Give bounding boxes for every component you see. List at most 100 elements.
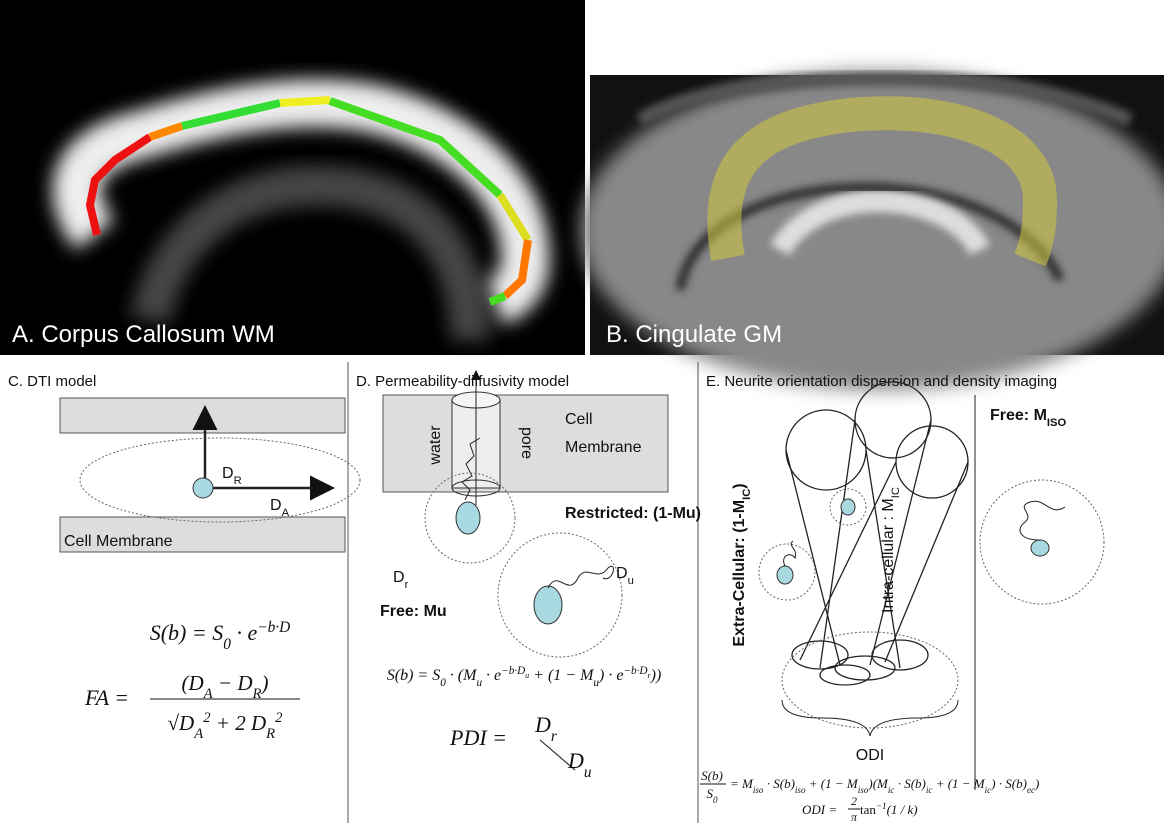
label-sub: IC — [890, 487, 902, 498]
eq-part: + (1 − M — [806, 776, 859, 791]
symbol-main: D — [222, 465, 234, 482]
eq-part: ) · e — [598, 667, 623, 684]
eq-part: + 2 D — [211, 711, 267, 735]
eq-part: 0 — [713, 795, 718, 805]
eq-part: iso — [858, 785, 869, 795]
panel-c: C. DTI model DR DA Cell Membrane S(b) = … — [8, 373, 360, 742]
panel-d: D. Permeability-diffusivity model water … — [356, 372, 701, 781]
equation: Dr — [534, 712, 558, 745]
eq-part: iso — [753, 785, 764, 795]
symbol: DR — [222, 465, 242, 487]
equation: tan−1(1 / k) — [860, 801, 918, 817]
cone-top — [855, 382, 931, 458]
panel-label: B. Cingulate GM — [606, 321, 782, 348]
panel-b: B. Cingulate GM — [580, 70, 1164, 390]
eq-part: D — [567, 748, 584, 773]
eq-part: −1 — [876, 801, 887, 811]
cone-side — [786, 420, 968, 668]
eq-part: S(b) = S — [387, 667, 440, 684]
compartment-label: Restricted: (1-Mu) — [565, 505, 701, 522]
eq-part: √ — [168, 711, 180, 735]
eq-part: −b·D — [501, 665, 525, 677]
eq-part: −b·D — [623, 665, 647, 677]
panel-title: D. Permeability-diffusivity model — [356, 373, 569, 390]
molecule — [1031, 540, 1049, 556]
eq-part: S(b) = S — [150, 620, 224, 645]
panel-label: A. Corpus Callosum WM — [12, 321, 275, 348]
membrane — [60, 398, 345, 433]
eq-part: · S(b) — [763, 776, 794, 791]
eq-part: (D — [182, 671, 204, 695]
eq-part: ) — [1034, 776, 1039, 791]
symbol-main: D — [393, 569, 405, 586]
eq-part: · (M — [446, 667, 478, 684]
diffusion-ellipsoid — [80, 438, 360, 522]
equation: Du — [567, 748, 592, 781]
eq-part: )) — [650, 667, 662, 684]
eq-part: + (1 − M — [529, 667, 595, 684]
membrane-label: Cell — [565, 411, 593, 428]
equation: S(b) = S0 · e−b·D — [150, 619, 291, 653]
molecule — [534, 586, 562, 624]
eq-part: ic — [888, 785, 895, 795]
diffusion-path — [548, 566, 613, 588]
molecule — [456, 502, 480, 534]
eq-part: iso — [795, 785, 806, 795]
molecule — [193, 478, 213, 498]
eq-part: A — [193, 726, 204, 742]
neurite-cones — [786, 382, 968, 685]
eq-part: ic — [926, 785, 933, 795]
membrane-label: Cell Membrane — [64, 533, 173, 550]
diffusion-path — [784, 541, 796, 566]
eq-part: · e — [482, 667, 501, 684]
equation: (DA − DR) — [182, 671, 269, 702]
panel-title: C. DTI model — [8, 373, 96, 390]
label-sub: ISO — [1047, 417, 1067, 429]
label-sub: IC — [741, 489, 753, 500]
label-main: Intra-cellular : M — [880, 498, 897, 613]
eq-part: = M — [730, 776, 754, 791]
symbol-main: D — [616, 565, 628, 582]
molecule — [777, 566, 793, 584]
panel-a: A. Corpus Callosum WM — [0, 0, 585, 355]
eq-part: r — [551, 728, 558, 745]
roi-segment — [490, 296, 505, 302]
pore-label: water — [427, 425, 444, 466]
equation: FA = — [84, 685, 129, 710]
symbol-sub: A — [282, 507, 290, 519]
eq-part: − D — [213, 671, 253, 695]
eq-part: u — [584, 764, 592, 781]
equation: = Miso · S(b)iso + (1 − Miso)(Mic · S(b)… — [730, 776, 1039, 795]
eq-part: R — [252, 686, 262, 702]
eq-part: · S(b) — [894, 776, 925, 791]
cone-base — [820, 665, 870, 685]
label-main: ) — [731, 483, 748, 488]
symbol: Du — [616, 565, 634, 587]
symbol: DA — [270, 497, 290, 519]
equation: ODI = — [802, 802, 837, 817]
symbol-sub: r — [405, 579, 409, 591]
cone-top — [786, 410, 866, 490]
eq-part: R — [265, 726, 275, 742]
panel-e: E. Neurite orientation dispersion and de… — [700, 373, 1104, 823]
symbol: Dr — [393, 569, 409, 591]
eq-part: ) — [260, 671, 268, 695]
membrane-label: Membrane — [565, 439, 642, 456]
symbol-main: D — [270, 497, 282, 514]
eq-part: + (1 − M — [932, 776, 985, 791]
eq-part: tan — [860, 802, 876, 817]
pore-label: pore — [518, 427, 535, 459]
compartment-label: Free: MISO — [990, 407, 1066, 429]
roi-segment — [280, 100, 330, 103]
molecule — [841, 499, 855, 515]
figure: A. Corpus Callosum WM B. Cingulate GM C.… — [0, 0, 1164, 823]
eq-part: D — [534, 712, 551, 737]
brace — [782, 700, 958, 736]
eq-part: D — [178, 711, 194, 735]
eq-part: 2 — [275, 710, 283, 726]
eq-part: (1 / k) — [887, 802, 918, 817]
eq-part: ec — [1027, 785, 1035, 795]
equation: π — [851, 810, 858, 823]
label-main: Extra-Cellular: (1-M — [731, 500, 748, 647]
equation: √DA2 + 2 DR2 — [168, 710, 284, 742]
